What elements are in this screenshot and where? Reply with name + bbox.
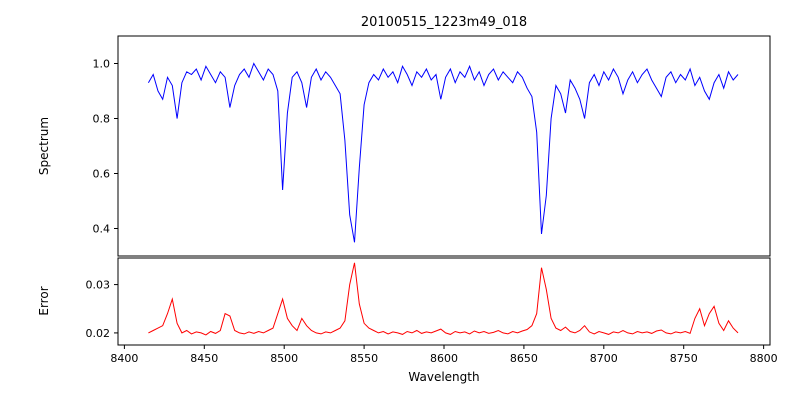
- y-axis-label-error: Error: [37, 286, 51, 315]
- y-tick-label: 1.0: [93, 58, 111, 71]
- x-tick-label: 8550: [350, 352, 378, 365]
- y-tick-label: 0.03: [86, 279, 111, 292]
- spectrum-panel: 0.4 0.6 0.8 1.0: [93, 35, 771, 257]
- y-tick-label: 0.6: [93, 168, 111, 181]
- x-tick-label: 8600: [430, 352, 458, 365]
- y-axis-label-spectrum: Spectrum: [37, 117, 51, 175]
- x-tick-label: 8400: [110, 352, 138, 365]
- x-tick-label: 8700: [590, 352, 618, 365]
- chart-title: 20100515_1223m49_018: [361, 15, 527, 30]
- x-tick-label: 8750: [670, 352, 698, 365]
- y-tick-label: 0.8: [93, 113, 111, 126]
- error-panel: 0.02 0.03 8400 8450 8500 8550 8600 8650 8700 8750…: [86, 257, 778, 365]
- x-axis-label: Wavelength: [408, 370, 479, 384]
- x-tick-label: 8650: [510, 352, 538, 365]
- y-tick-label: 0.02: [86, 327, 111, 340]
- spectrum-line: [147, 62, 739, 243]
- y-tick-label: 0.4: [93, 223, 111, 236]
- x-tick-label: 8500: [270, 352, 298, 365]
- x-tick-label: 8800: [750, 352, 778, 365]
- error-line: [148, 262, 739, 336]
- spectrum-frame: [117, 35, 771, 257]
- x-tick-label: 8450: [190, 352, 218, 365]
